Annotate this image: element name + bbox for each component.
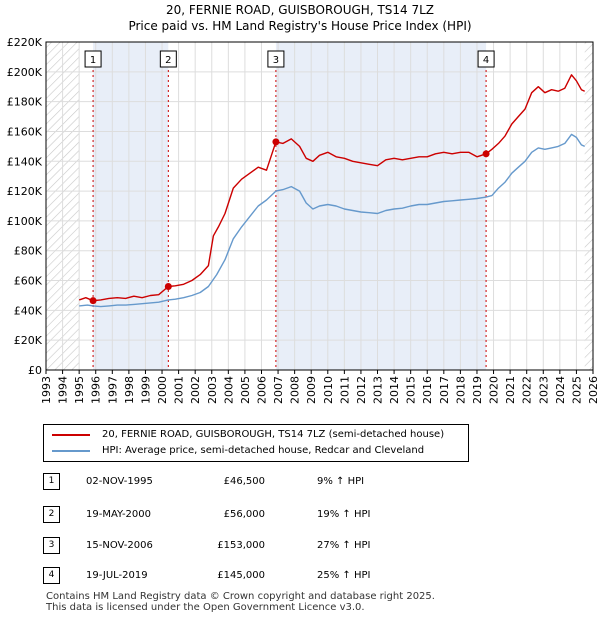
x-tick-label: 2005	[239, 376, 252, 404]
price-chart: 1 2 3 4 £0 £20K £40K £60K £80K £100K £120K £140K £1…	[7, 36, 600, 404]
y-tick-label: £20K	[14, 334, 43, 347]
x-tick-label: 2002	[189, 376, 202, 404]
sale-hpi: 25% ↑ HPI	[317, 570, 371, 581]
y-tick-label: £80K	[14, 245, 43, 258]
sale-marker-label: 2	[165, 55, 171, 66]
x-tick-label: 2016	[421, 376, 434, 404]
x-tick-label: 2008	[289, 376, 302, 404]
shaded-period	[93, 42, 169, 370]
x-tick-label: 2011	[338, 376, 351, 404]
x-tick-label: 1997	[106, 376, 119, 404]
x-tick-label: 1994	[57, 376, 70, 404]
sale-number-box: 4	[43, 567, 60, 584]
sale-point	[89, 297, 97, 305]
footer-attribution: Contains HM Land Registry data © Crown c…	[46, 591, 435, 613]
sale-date: 15-NOV-2006	[86, 540, 153, 551]
x-tick-label: 2022	[521, 376, 534, 404]
x-tick-label: 2020	[488, 376, 501, 404]
chart-title-line2: Price paid vs. HM Land Registry's House …	[128, 19, 472, 33]
hatched-region	[584, 42, 593, 370]
legend-hpi-label: HPI: Average price, semi-detached house,…	[102, 445, 425, 456]
y-tick-label: £100K	[7, 215, 43, 228]
sale-date: 19-MAY-2000	[86, 509, 152, 520]
sale-marker-box	[159, 50, 177, 68]
x-tick-label: 1995	[73, 376, 86, 404]
chart-title-line1: 20, FERNIE ROAD, GUISBOROUGH, TS14 7LZ	[165, 3, 435, 17]
sale-hpi: 27% ↑ HPI	[317, 540, 371, 551]
sale-marker-label: 4	[483, 55, 489, 66]
sale-number-box: 1	[43, 473, 60, 490]
x-tick-label: 2009	[305, 376, 318, 404]
y-tick-label: £220K	[7, 36, 43, 49]
x-tick-label: 2010	[322, 376, 335, 404]
sale-date: 02-NOV-1995	[86, 476, 153, 487]
legend-property-label: 20, FERNIE ROAD, GUISBOROUGH, TS14 7LZ (…	[102, 429, 445, 440]
sale-row: 4 19-JUL-2019 £145,000 25% ↑ HPI	[0, 567, 600, 587]
x-tick-label: 2013	[372, 376, 385, 404]
x-tick-label: 2019	[471, 376, 484, 404]
x-tick-label: 2014	[388, 376, 401, 404]
y-tick-label: £0	[28, 364, 42, 377]
plot-frame	[45, 41, 594, 371]
shaded-period	[275, 42, 487, 370]
sale-date: 19-JUL-2019	[86, 570, 148, 581]
y-tick-label: £120K	[7, 185, 43, 198]
x-tick-label: 1999	[139, 376, 152, 404]
x-tick-label: 2003	[206, 376, 219, 404]
sale-point	[482, 150, 490, 158]
x-tick-label: 2024	[554, 376, 567, 404]
x-tick-label: 2021	[504, 376, 517, 404]
x-tick-label: 1993	[40, 376, 53, 404]
sale-row: 3 15-NOV-2006 £153,000 27% ↑ HPI	[0, 537, 600, 557]
y-tick-label: £160K	[7, 125, 43, 138]
hpi-series-line	[79, 133, 585, 308]
sale-marker-label: 3	[273, 55, 279, 66]
sale-number-box: 2	[43, 506, 60, 523]
x-tick-label: 2000	[156, 376, 169, 404]
sale-marker-label: 1	[90, 55, 96, 66]
footer-line2: This data is licensed under the Open Gov…	[46, 602, 365, 613]
legend-red-line	[52, 434, 90, 436]
sale-marker-box	[477, 50, 495, 68]
x-tick-label: 2026	[587, 376, 600, 404]
x-tick-label: 2017	[438, 376, 451, 404]
x-tick-label: 1998	[123, 376, 136, 404]
x-tick-label: 2023	[537, 376, 550, 404]
sale-marker-box	[267, 50, 285, 68]
sale-price: £56,000	[223, 509, 265, 520]
sale-hpi: 19% ↑ HPI	[317, 509, 371, 520]
x-tick-label: 2015	[405, 376, 418, 404]
sale-point	[272, 138, 280, 146]
x-tick-label: 2012	[355, 376, 368, 404]
sale-row: 2 19-MAY-2000 £56,000 19% ↑ HPI	[0, 506, 600, 526]
sale-price: £153,000	[217, 540, 265, 551]
sale-number-box: 3	[43, 537, 60, 554]
sale-hpi: 9% ↑ HPI	[317, 476, 365, 487]
y-tick-label: £60K	[14, 275, 43, 288]
sale-marker-box	[84, 50, 102, 68]
y-tick-label: £40K	[14, 304, 43, 317]
sale-point	[164, 283, 172, 291]
x-tick-label: 2025	[570, 376, 583, 404]
footer-line1: Contains HM Land Registry data © Crown c…	[46, 591, 435, 602]
y-tick-label: £200K	[7, 66, 43, 79]
sale-price: £46,500	[223, 476, 265, 487]
x-tick-label: 1996	[90, 376, 103, 404]
x-tick-label: 2007	[272, 376, 285, 404]
sale-row: 1 02-NOV-1995 £46,500 9% ↑ HPI	[0, 473, 600, 493]
chart-legend: 20, FERNIE ROAD, GUISBOROUGH, TS14 7LZ (…	[43, 424, 469, 462]
x-tick-label: 2006	[255, 376, 268, 404]
x-tick-label: 2018	[454, 376, 467, 404]
y-tick-label: £140K	[7, 155, 43, 168]
sale-price: £145,000	[217, 570, 265, 581]
legend-blue-line	[52, 450, 90, 452]
x-tick-label: 2001	[173, 376, 186, 404]
y-tick-label: £180K	[7, 96, 43, 109]
x-tick-label: 2004	[222, 376, 235, 404]
